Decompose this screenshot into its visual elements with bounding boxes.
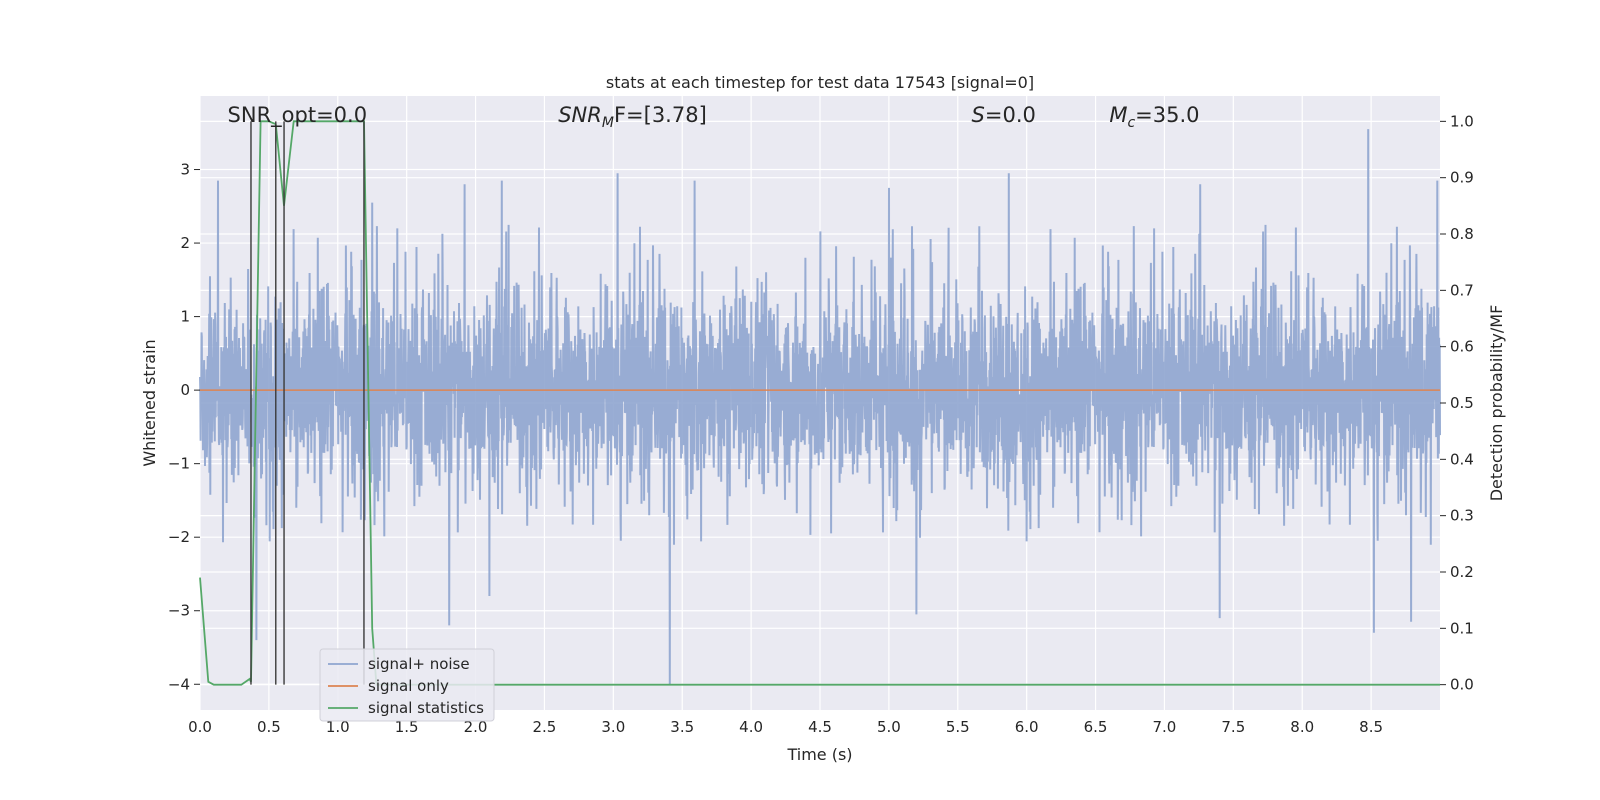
y2-tick-label: 0.9 bbox=[1450, 169, 1474, 187]
y-tick-label: −2 bbox=[168, 528, 190, 546]
x-tick-label: 3.5 bbox=[670, 718, 694, 736]
chart-title: stats at each timestep for test data 175… bbox=[606, 73, 1034, 92]
annotation-text: SNRMF=[3.78] bbox=[558, 103, 707, 131]
x-axis-label: Time (s) bbox=[786, 745, 852, 764]
y-tick-label: −3 bbox=[168, 602, 190, 620]
legend-box bbox=[319, 648, 495, 722]
x-tick-label: 7.5 bbox=[1221, 718, 1245, 736]
legend-label: signal statistics bbox=[368, 699, 484, 717]
y-tick-label: 0 bbox=[180, 381, 190, 399]
y2-tick-label: 0.2 bbox=[1450, 563, 1474, 581]
y2-tick-label: 0.5 bbox=[1450, 394, 1474, 412]
x-tick-label: 4.5 bbox=[808, 718, 832, 736]
series-signal-noise bbox=[199, 129, 1441, 685]
x-tick-label: 5.5 bbox=[946, 718, 970, 736]
annotation-text: S=0.0 bbox=[972, 103, 1036, 127]
y2-tick-label: 1.0 bbox=[1450, 112, 1474, 130]
y-tick-label: −4 bbox=[168, 675, 190, 693]
axes: 0.0 0.5 1.0 1.5 2.0 2.5 3.0 3.5 4.0 4.5 5.0 5.5 6.0 6… bbox=[168, 112, 1474, 736]
legend: signal+ noise signal only signal statistic… bbox=[319, 648, 495, 722]
y2-tick-label: 0.4 bbox=[1450, 450, 1474, 468]
x-tick-label: 8.5 bbox=[1359, 718, 1383, 736]
y-tick-label: −1 bbox=[168, 455, 190, 473]
x-tick-label: 4.0 bbox=[739, 718, 763, 736]
y-axis-right-label: Detection probability/MF bbox=[1487, 305, 1506, 502]
series-line-signal-noise bbox=[199, 129, 1441, 685]
x-tick-label: 6.5 bbox=[1084, 718, 1108, 736]
vertical-markers bbox=[250, 121, 365, 685]
x-tick-label: 3.0 bbox=[601, 718, 625, 736]
annotation-text: Mc=35.0 bbox=[1109, 103, 1199, 131]
x-tick-label: 6.0 bbox=[1015, 718, 1039, 736]
x-tick-label: 7.0 bbox=[1153, 718, 1177, 736]
y2-tick-label: 0.6 bbox=[1450, 338, 1474, 356]
x-tick-label: 2.0 bbox=[464, 718, 488, 736]
annotation-text: SNR_opt=0.0 bbox=[228, 103, 368, 128]
y-axis-label: Whitened strain bbox=[140, 339, 159, 466]
y-tick-label: 2 bbox=[180, 234, 190, 252]
annotations: SNR_opt=0.0 SNRMF=[3.78] S=0.0 Mc=35.0 bbox=[228, 103, 1200, 131]
y2-tick-label: 0.0 bbox=[1450, 676, 1474, 694]
x-tick-label: 1.5 bbox=[395, 718, 419, 736]
x-tick-label: 2.5 bbox=[533, 718, 557, 736]
x-tick-label: 5.0 bbox=[877, 718, 901, 736]
y-tick-label: 1 bbox=[180, 308, 190, 326]
x-tick-label: 0.5 bbox=[257, 718, 281, 736]
y2-tick-label: 0.7 bbox=[1450, 281, 1474, 299]
y-tick-label: 3 bbox=[180, 161, 190, 179]
x-tick-label: 1.0 bbox=[326, 718, 350, 736]
legend-label: signal+ noise bbox=[368, 655, 470, 673]
y2-tick-label: 0.3 bbox=[1450, 507, 1474, 525]
x-tick-label: 8.0 bbox=[1290, 718, 1314, 736]
legend-label: signal only bbox=[368, 677, 449, 695]
y2-tick-label: 0.8 bbox=[1450, 225, 1474, 243]
x-tick-label: 0.0 bbox=[188, 718, 212, 736]
y2-tick-label: 0.1 bbox=[1450, 619, 1474, 637]
